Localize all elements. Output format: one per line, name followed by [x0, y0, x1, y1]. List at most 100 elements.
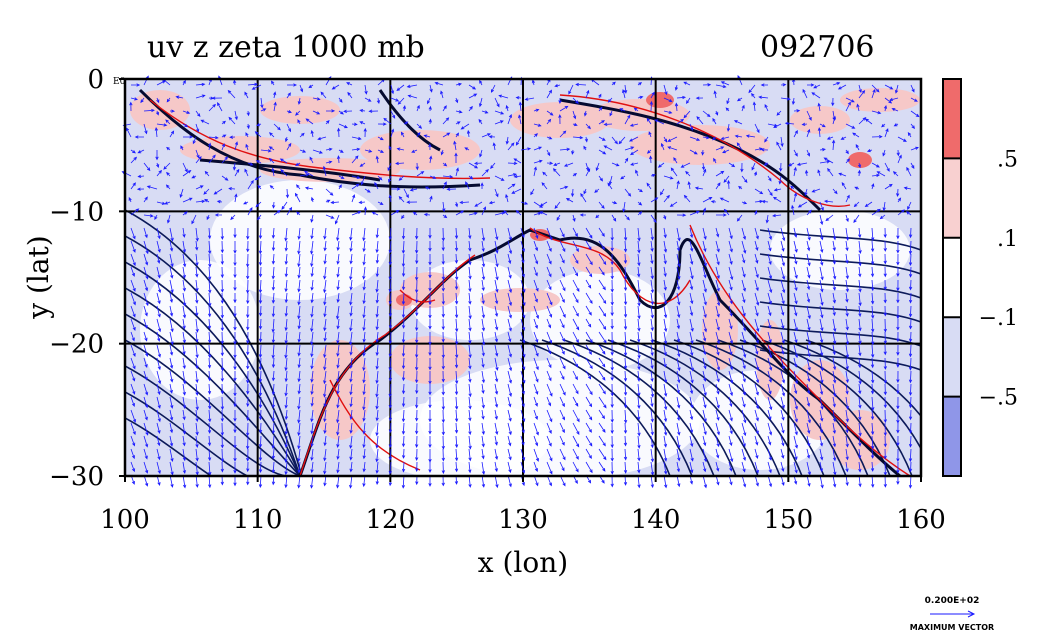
wind-vector-182	[910, 110, 920, 118]
wind-vector-1064	[481, 305, 486, 319]
wind-vector-1058	[401, 305, 406, 319]
wind-vector-907	[819, 266, 824, 281]
wind-vector-389	[429, 155, 433, 164]
wind-vector-1181	[415, 331, 419, 344]
wind-vector-462	[585, 168, 591, 177]
wind-vector-867	[297, 266, 301, 279]
wind-vector-1474	[258, 396, 263, 409]
wind-vector-732	[130, 240, 136, 253]
wind-vector-411	[713, 157, 717, 164]
wind-vector-508	[391, 187, 401, 191]
wind-vector-1558	[559, 409, 565, 421]
wind-vector-1115	[349, 318, 353, 332]
wind-vector-1478	[310, 396, 314, 407]
wind-vector-1763	[845, 448, 849, 461]
wind-vector-905	[793, 266, 798, 279]
wind-vector-712	[663, 227, 667, 239]
wind-vector-1445	[676, 383, 680, 394]
wind-vector-1734	[468, 448, 472, 462]
wind-vector-1305	[441, 357, 445, 370]
wind-vector-400	[563, 162, 574, 167]
x-tick-label-120: 120	[366, 505, 416, 535]
wind-vector-910	[858, 266, 862, 278]
wind-vector-1810	[663, 461, 668, 475]
wind-vector-77	[338, 97, 343, 103]
wind-vector-1369	[481, 370, 485, 384]
wind-vector-1307	[468, 357, 472, 370]
colorbar-label-0: .5	[997, 147, 1018, 172]
contour-east-13	[805, 339, 921, 418]
wind-vector-796	[169, 253, 174, 268]
wind-vector-851	[883, 253, 887, 265]
wind-vector-1222	[156, 344, 161, 358]
plot-area	[121, 74, 923, 489]
wind-vector-170	[752, 101, 757, 112]
wind-vector-1290	[246, 357, 250, 370]
wind-vector-791	[896, 240, 900, 254]
wind-vector-1120	[415, 318, 419, 332]
wind-vector-569	[388, 194, 392, 203]
wind-vector-658	[754, 210, 758, 216]
height-contours	[125, 88, 921, 476]
wind-vector-1548	[428, 410, 432, 423]
wind-vector-1044	[220, 305, 224, 319]
wind-vector-1267	[741, 344, 747, 359]
wind-vector-701	[520, 227, 525, 239]
wind-vector-486	[892, 171, 899, 177]
wind-vector-1507	[689, 396, 694, 409]
wind-vector-1774	[195, 461, 199, 476]
wind-vector-106	[713, 90, 717, 99]
wind-vector-1234	[310, 344, 314, 358]
wind-vector-386	[387, 162, 392, 172]
wind-vector-316	[268, 146, 275, 151]
wind-vector-937	[415, 279, 419, 294]
wind-vector-1473	[246, 396, 250, 408]
wind-vector-1693	[728, 435, 733, 447]
wind-vector-1755	[741, 448, 746, 461]
wind-vector-603	[823, 199, 834, 204]
y-tick-label-m30: −30	[49, 462, 104, 492]
wind-vector-511	[424, 186, 431, 190]
wind-vector-1101	[169, 318, 174, 333]
wind-vector-1342	[130, 370, 136, 382]
wind-vector-166	[702, 110, 711, 118]
wind-vector-1249	[507, 344, 512, 358]
wind-vector-966	[793, 279, 798, 292]
wind-vector-1312	[533, 357, 539, 371]
wind-vector-648	[624, 214, 630, 221]
wind-vector-697	[468, 227, 472, 240]
wind-vector-1787	[362, 461, 366, 473]
contour-east-4	[607, 339, 759, 476]
wind-vector-1257	[610, 344, 614, 356]
colorbar-segment-3	[943, 317, 961, 397]
wind-vector-1166	[220, 331, 224, 345]
vorticity-contour-0	[299, 254, 476, 476]
wind-vector-1652	[195, 435, 199, 449]
wind-vector-1561	[598, 409, 606, 420]
wind-vector-1604	[362, 422, 366, 435]
wind-vector-544	[854, 186, 860, 190]
wind-vector-959	[702, 279, 707, 293]
wind-vector-745	[297, 240, 301, 255]
wind-vector-1026	[780, 292, 785, 305]
wind-vector-5	[195, 82, 206, 87]
wind-vector-129	[217, 102, 223, 112]
wind-vector-667	[871, 208, 881, 216]
wind-vector-1205	[728, 331, 733, 345]
wind-vector-1236	[336, 344, 340, 357]
wind-vector-177	[845, 101, 851, 112]
wind-vector-227	[696, 116, 704, 125]
wind-vector-1156	[883, 318, 887, 333]
wind-vector-1105	[220, 318, 224, 332]
wind-vector-1429	[468, 383, 472, 398]
wind-vector-849	[858, 253, 862, 267]
wind-vector-1405	[156, 383, 161, 396]
wind-vector-147	[455, 110, 463, 114]
wind-vector-599	[772, 196, 782, 203]
wind-vector-500	[285, 188, 290, 199]
wind-vector-311	[208, 142, 212, 151]
wind-vector-1573	[754, 409, 759, 422]
wind-vector-130	[234, 110, 238, 121]
wind-vector-1108	[258, 318, 263, 330]
wind-vector-734	[156, 240, 161, 253]
